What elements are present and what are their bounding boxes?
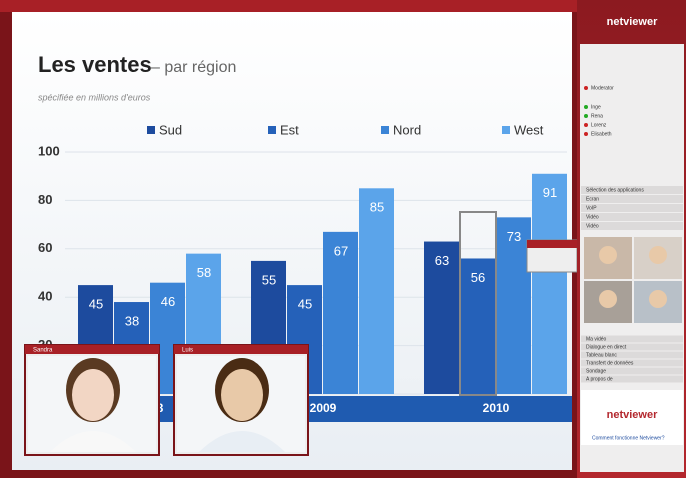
value-label: 56 [471,270,485,285]
legend-swatch [381,126,389,134]
sidebar-logo: netviewer [607,16,658,28]
title-bar [0,0,577,12]
thumb-face [649,246,667,264]
legend-swatch [147,126,155,134]
bar [359,188,394,394]
chart-title: Les ventes [38,52,152,77]
page: Les ventes– par région spécifiée en milli… [0,0,686,478]
value-label: 38 [125,313,139,328]
value-label: 91 [543,185,557,200]
legend-swatch [268,126,276,134]
x-tick-label: 2009 [310,401,337,415]
status-dot [584,86,588,90]
value-label: 73 [507,229,521,244]
section-label[interactable]: Ma vidéo [586,336,607,342]
section-label[interactable]: Transfert de données [586,360,634,366]
section-label[interactable]: Vidéo [586,214,599,220]
value-label: 67 [334,243,348,258]
chart-subtitle: spécifiée en millions d'euros [38,92,151,102]
person-face [221,369,263,421]
section-label[interactable]: Tableau blanc [586,352,617,358]
legend-label: West [514,122,544,137]
participant-name: Elisabeth [591,131,612,137]
participant-name: Lorenz [591,122,607,128]
value-label: 45 [89,297,103,312]
legend-label: Nord [393,122,421,137]
legend-label: Sud [159,122,182,137]
section-label[interactable]: VoIP [586,205,597,211]
section-label[interactable]: Sondage [586,368,606,374]
video-header [174,345,308,354]
chart-title-suffix: – par région [151,59,236,76]
section-label[interactable]: Dialogue en direct [586,344,627,350]
section-label[interactable]: Ecran [586,196,599,202]
section-label[interactable]: Sélection des applications [586,187,644,193]
y-tick-label: 100 [38,143,60,158]
legend-swatch [502,126,510,134]
status-dot [584,105,588,109]
x-tick-label: 2010 [483,401,510,415]
y-tick-label: 80 [38,192,52,207]
status-dot [584,123,588,127]
value-label: 85 [370,200,384,215]
floating-window-header [527,240,577,248]
value-label: 63 [435,253,449,268]
participant-name: Inge [591,104,601,110]
participant-name: Rena [591,113,603,119]
value-label: 46 [161,294,175,309]
value-label: 45 [298,297,312,312]
section-label[interactable]: A propos de [586,376,613,382]
about-logo: netviewer [607,409,658,421]
section-label[interactable]: Vidéo [586,223,599,229]
status-dot [584,132,588,136]
bar [496,217,531,394]
thumb-face [649,290,667,308]
video-name: Luis [182,348,193,354]
thumb-face [599,290,617,308]
legend-label: Est [280,122,299,137]
thumb-face [599,246,617,264]
help-link[interactable]: Comment fonctionne Netviewer? [592,435,665,441]
y-tick-label: 60 [38,240,52,255]
value-label: 58 [197,265,211,280]
screen: Les ventes– par région spécifiée en milli… [0,0,686,478]
status-dot [584,114,588,118]
y-tick-label: 40 [38,289,52,304]
participant-name: Moderator [591,85,614,91]
person-face [72,369,114,421]
value-label: 55 [262,272,276,287]
sidebar-content: netviewer Moderator Inge Rena Lorenz Elisabet… [580,16,684,472]
video-name: Sandra [33,348,53,354]
bar [532,174,567,394]
